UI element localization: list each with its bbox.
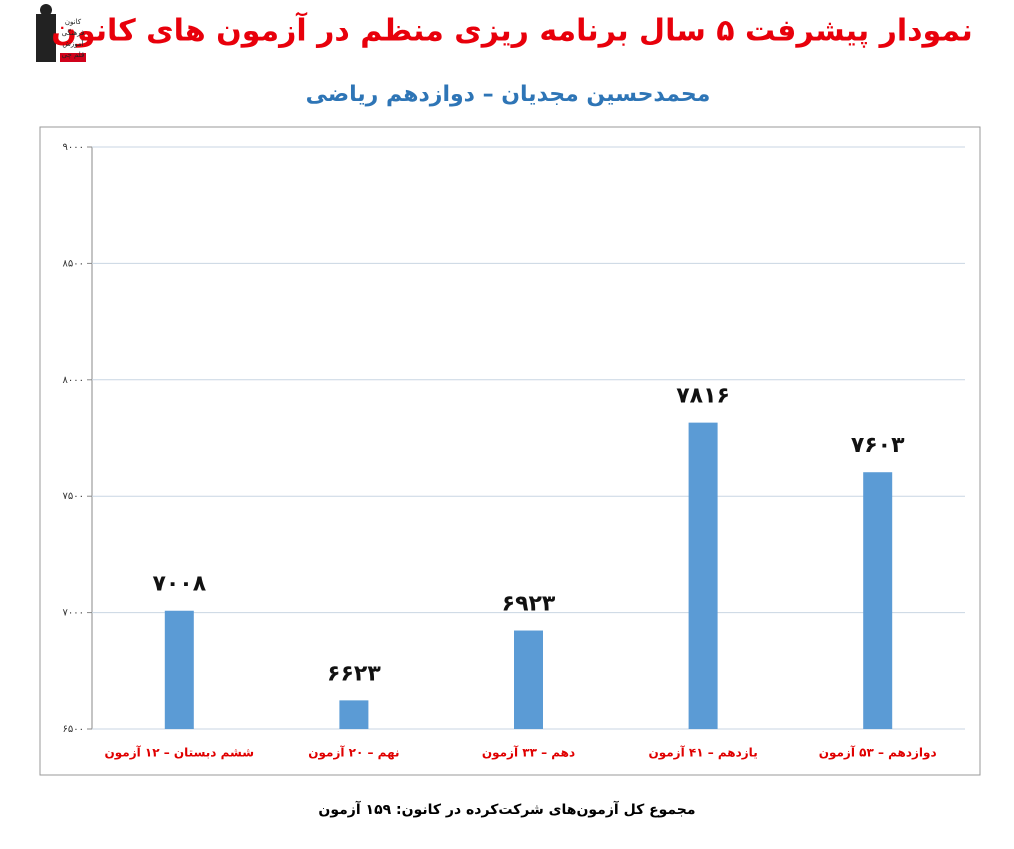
logo-badge bbox=[60, 53, 86, 62]
logo-text: کانون bbox=[65, 18, 82, 26]
logo-head bbox=[40, 4, 52, 16]
footnote: مجموع کل آزمون‌های شرکت‌کرده در کانون: ۱… bbox=[318, 800, 695, 818]
y-tick-label: ۶۵۰۰ bbox=[63, 724, 84, 735]
logo bbox=[36, 4, 86, 62]
value-label: ۷۰۰۸ bbox=[152, 572, 206, 597]
chart-frame bbox=[39, 126, 981, 776]
value-label: ۷۶۰۳ bbox=[851, 433, 905, 458]
x-tick-label: نهم – ۲۰ آزمون bbox=[308, 745, 399, 761]
bar bbox=[339, 700, 369, 729]
logo-figure bbox=[36, 14, 56, 62]
x-tick-label: یازدهم – ۴۱ آزمون bbox=[648, 745, 757, 761]
x-tick-label: ششم دبستان – ۱۲ آزمون bbox=[105, 745, 255, 761]
y-tick-label: ۷۰۰۰ bbox=[63, 608, 84, 619]
value-label: ۶۹۲۳ bbox=[502, 592, 556, 617]
y-tick-label: ۷۵۰۰ bbox=[63, 491, 84, 502]
chart-subtitle: محمدحسین مجدیان – دوازدهم ریاضی bbox=[306, 82, 711, 107]
logo-text: فرهنگی bbox=[62, 28, 85, 37]
y-tick-label: ۸۵۰۰ bbox=[63, 258, 84, 269]
y-tick-label: ۸۰۰۰ bbox=[63, 375, 84, 386]
value-label: ۷۸۱۶ bbox=[676, 384, 730, 409]
y-tick-label: ۹۰۰۰ bbox=[63, 142, 84, 153]
bar bbox=[688, 422, 718, 729]
value-label: ۶۶۲۳ bbox=[327, 661, 381, 686]
x-tick-label: دهم – ۳۳ آزمون bbox=[482, 745, 575, 761]
logo-text: قلم چی bbox=[62, 51, 85, 59]
chart-title: نمودار پیشرفت ۵ سال برنامه ریزی منظم در … bbox=[51, 12, 972, 49]
bar bbox=[164, 610, 194, 729]
x-tick-label: دوازدهم – ۵۳ آزمون bbox=[819, 745, 937, 761]
bar bbox=[514, 630, 543, 729]
bar bbox=[863, 472, 893, 729]
logo-text: آموزش bbox=[62, 39, 84, 48]
